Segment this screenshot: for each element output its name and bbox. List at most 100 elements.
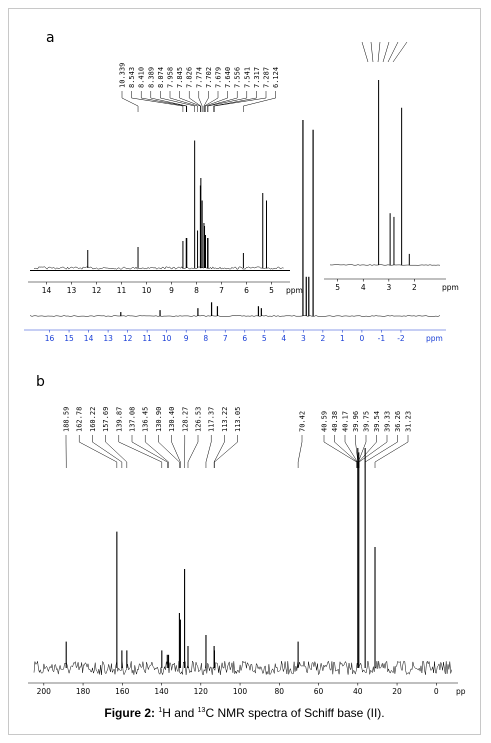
peak-label-connector xyxy=(355,435,359,468)
peak-label: 39.54 xyxy=(373,411,381,432)
inset-bracket-line xyxy=(382,41,390,63)
peak-label: 8.410 xyxy=(138,67,146,88)
peak-label-connector xyxy=(213,435,225,468)
peak-label: 130.40 xyxy=(168,407,176,432)
inset-bracket-line xyxy=(361,41,369,63)
x-tick-label: 180 xyxy=(76,687,91,696)
x-tick-label: 12 xyxy=(123,334,133,343)
peak-label: 39.33 xyxy=(384,411,392,432)
peak-label: 7.640 xyxy=(224,67,232,88)
x-axis-unit: pp xyxy=(456,687,466,696)
x-tick-label: 60 xyxy=(314,687,324,696)
peak-label: 113.22 xyxy=(221,407,229,432)
peak-label: 8.074 xyxy=(157,67,165,88)
peak-label-connector xyxy=(344,435,358,468)
peak-label: 7.845 xyxy=(176,67,184,88)
peak-label-connector xyxy=(160,91,195,112)
peak-label-connector xyxy=(188,91,202,112)
x-tick-label: 1 xyxy=(340,334,345,343)
x-tick-label: 2 xyxy=(320,334,325,343)
inset-bracket-line xyxy=(377,41,381,63)
x-tick-label: 11 xyxy=(142,334,152,343)
peak-label: 139.87 xyxy=(115,407,123,432)
peak-label: 31.23 xyxy=(405,411,413,432)
x-axis-unit: ppm xyxy=(442,283,459,292)
peak-label: 157.69 xyxy=(102,407,110,432)
x-tick-label: 5 xyxy=(269,286,274,295)
peak-label-connector xyxy=(118,435,163,468)
x-tick-label: 4 xyxy=(281,334,286,343)
peak-label-connector xyxy=(198,91,203,112)
inset-bracket-line xyxy=(392,41,408,63)
x-tick-label: 3 xyxy=(301,334,306,343)
peak-label-connector xyxy=(203,91,209,112)
x-tick-label: 8 xyxy=(194,286,199,295)
panel-label-a: a xyxy=(46,30,55,46)
peak-label-connector xyxy=(92,435,123,468)
peak-label: 70.42 xyxy=(299,411,307,432)
x-tick-label: 5 xyxy=(335,283,340,292)
caption-sup-1: 1 xyxy=(158,707,163,714)
x-tick-label: -2 xyxy=(397,334,405,343)
peak-label: 137.08 xyxy=(129,407,137,432)
peak-label-connector xyxy=(334,435,358,468)
panel-label-b: b xyxy=(36,374,45,390)
x-tick-label: 5 xyxy=(262,334,267,343)
peak-label-connector xyxy=(158,435,180,468)
x-tick-label: 10 xyxy=(142,286,152,295)
figure-caption: Figure 2: 1H and 13C NMR spectra of Schi… xyxy=(8,706,481,720)
peak-label: 7.541 xyxy=(243,67,251,88)
peak-label: 39.96 xyxy=(352,411,360,432)
peak-label-connector xyxy=(205,91,228,112)
peak-label-connector xyxy=(204,91,219,112)
x-tick-label: -1 xyxy=(378,334,386,343)
x-tick-label: 12 xyxy=(92,286,102,295)
x-axis-unit: ppm xyxy=(286,286,303,295)
x-tick-label: 140 xyxy=(154,687,169,696)
peak-label: 7.702 xyxy=(205,67,213,88)
peak-label: 40.59 xyxy=(321,411,329,432)
peak-label: 188.59 xyxy=(63,407,71,432)
peak-label-connector xyxy=(297,435,303,468)
x-tick-label: 4 xyxy=(361,283,366,292)
figure-frame xyxy=(8,8,481,735)
peak-label: 39.75 xyxy=(363,411,371,432)
x-tick-label: 3 xyxy=(386,283,391,292)
peak-label: 40.38 xyxy=(331,411,339,432)
peak-label: 160.22 xyxy=(89,407,97,432)
peak-label: 7.826 xyxy=(186,67,194,88)
x-tick-label: 15 xyxy=(64,334,74,343)
peak-label-connector xyxy=(121,91,139,112)
peak-label-connector xyxy=(105,435,128,468)
x-tick-label: 9 xyxy=(169,286,174,295)
peak-label: 130.90 xyxy=(155,407,163,432)
x-tick-label: 9 xyxy=(184,334,189,343)
inset-frame xyxy=(30,270,290,271)
peak-label: 7.287 xyxy=(263,67,271,88)
peak-label-connector xyxy=(243,91,276,112)
peak-label-connector xyxy=(374,435,409,468)
x-tick-label: 8 xyxy=(203,334,208,343)
x-tick-label: 200 xyxy=(37,687,52,696)
inset-bracket-line xyxy=(370,41,374,63)
peak-label: 7.958 xyxy=(167,67,175,88)
x-tick-label: 13 xyxy=(67,286,77,295)
x-tick-label: 40 xyxy=(353,687,363,696)
peak-label: 8.543 xyxy=(128,67,136,88)
peak-label: 7.774 xyxy=(195,67,203,88)
x-tick-label: 0 xyxy=(360,334,365,343)
peak-label: 40.17 xyxy=(342,411,350,432)
x-tick-label: 7 xyxy=(219,286,224,295)
peak-label: 6.124 xyxy=(272,67,280,88)
peak-label: 8.389 xyxy=(147,67,155,88)
x-tick-label: 100 xyxy=(233,687,248,696)
peak-label-connector xyxy=(358,435,377,468)
x-tick-label: 16 xyxy=(45,334,55,343)
peak-label: 10.339 xyxy=(119,63,127,88)
peak-label-connector xyxy=(150,91,188,112)
peak-label: 36.26 xyxy=(394,411,402,432)
x-tick-label: 11 xyxy=(117,286,127,295)
baseline-noise xyxy=(33,266,284,270)
